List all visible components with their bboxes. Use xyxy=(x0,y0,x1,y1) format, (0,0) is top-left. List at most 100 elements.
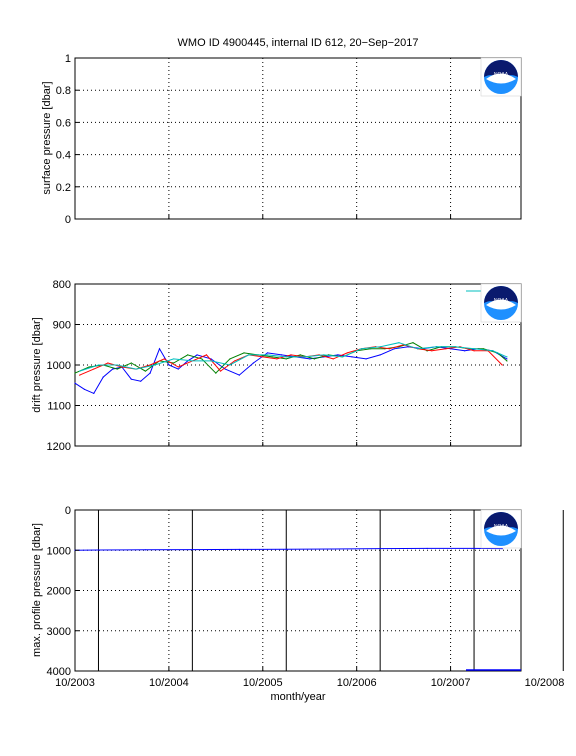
y-tick-label: 0.8 xyxy=(56,85,71,97)
data-point xyxy=(473,350,475,352)
y-tick-label: 3000 xyxy=(47,626,71,638)
data-point xyxy=(342,356,344,358)
data-point xyxy=(172,362,175,364)
series-line-3 xyxy=(79,342,508,372)
y-axis-label: max. profile pressure [dbar] xyxy=(31,523,43,657)
data-point xyxy=(506,360,508,362)
data-point xyxy=(97,549,100,551)
data-point xyxy=(187,354,189,356)
data-point xyxy=(163,358,165,360)
data-point xyxy=(266,354,269,356)
panel-frame xyxy=(74,509,522,672)
data-point xyxy=(102,376,104,378)
data-point xyxy=(88,366,90,368)
x-tick-label: 10/2004 xyxy=(149,677,189,689)
data-point xyxy=(116,364,118,366)
data-point xyxy=(473,547,475,550)
data-point xyxy=(201,358,203,360)
panel-frame xyxy=(74,57,522,220)
data-point xyxy=(172,358,175,360)
y-tick-label: 1000 xyxy=(47,545,71,557)
y-tick-label: 0.6 xyxy=(56,117,71,129)
y-tick-label: 4000 xyxy=(47,666,71,678)
data-point xyxy=(177,366,179,368)
data-point xyxy=(431,350,433,352)
y-tick-label: 0 xyxy=(65,505,71,517)
data-point xyxy=(107,362,109,364)
noaa-logo-1: NOAA xyxy=(480,57,522,97)
y-tick-label: 900 xyxy=(53,320,71,332)
data-point xyxy=(97,364,100,366)
data-point xyxy=(337,354,339,356)
data-point xyxy=(248,354,250,356)
data-point xyxy=(276,358,278,360)
data-point xyxy=(111,368,114,370)
data-point xyxy=(464,350,466,352)
data-point xyxy=(215,372,217,374)
logo-text: NOAA xyxy=(494,72,509,78)
y-tick-label: 0.4 xyxy=(56,150,71,162)
data-point xyxy=(234,360,236,362)
data-point xyxy=(135,368,137,370)
drift-pressure-panel: 800 900 1000 1100 1200 drift pressure [dbar] xyxy=(31,279,522,453)
logo-text: NOAA xyxy=(494,524,509,530)
data-point xyxy=(323,354,325,356)
y-axis-label: surface pressure [dbar] xyxy=(41,81,53,194)
data-point xyxy=(224,368,226,370)
x-ticks: 10/2003 10/2004 10/2005 10/2006 10/2007 10/20… xyxy=(55,667,564,689)
data-point xyxy=(285,356,287,358)
logo-text: NOAA xyxy=(494,298,509,304)
x-tick-label: 10/2006 xyxy=(337,677,377,689)
data-point xyxy=(379,354,381,356)
data-point xyxy=(93,392,95,394)
data-point xyxy=(144,370,147,372)
data-point xyxy=(177,368,179,370)
data-point xyxy=(379,548,381,550)
data-point xyxy=(205,354,208,356)
data-point xyxy=(168,364,170,366)
data-point xyxy=(130,378,132,380)
data-point xyxy=(252,362,254,364)
data-point xyxy=(266,352,269,354)
data-point xyxy=(506,358,508,360)
data-point xyxy=(280,354,283,356)
data-point xyxy=(412,342,414,344)
data-point xyxy=(445,348,447,350)
data-point xyxy=(351,356,353,358)
data-point xyxy=(482,348,485,350)
data-point xyxy=(229,364,231,366)
data-point xyxy=(243,352,245,354)
data-point xyxy=(140,380,142,382)
data-point xyxy=(219,370,222,372)
data-point xyxy=(426,547,428,550)
data-point xyxy=(360,348,362,350)
data-point xyxy=(149,372,151,374)
data-point xyxy=(501,548,503,550)
data-point xyxy=(196,354,198,356)
data-point xyxy=(313,358,316,360)
x-axis-label: month/year xyxy=(270,691,325,703)
data-point xyxy=(210,360,212,362)
data-point xyxy=(290,354,292,356)
data-point xyxy=(121,366,123,368)
data-point xyxy=(398,342,400,344)
x-tick-label: 10/2005 xyxy=(243,677,283,689)
data-point xyxy=(154,364,156,366)
y-tick-label: 2000 xyxy=(47,586,71,598)
data-point xyxy=(309,358,311,360)
data-point xyxy=(299,354,301,356)
y-ticks: 0 1000 2000 3000 4000 xyxy=(47,505,79,678)
data-point xyxy=(501,364,503,366)
x-tick-label: 10/2003 xyxy=(55,677,95,689)
noaa-logo-2: NOAA xyxy=(480,283,522,323)
x-tick-label: 10/2007 xyxy=(431,677,471,689)
figure-title: WMO ID 4900445, internal ID 612, 20−Sep−… xyxy=(178,37,419,49)
y-tick-label: 1 xyxy=(65,53,71,65)
data-point xyxy=(83,388,85,390)
data-point xyxy=(332,548,334,550)
y-ticks: 800 900 1000 1100 1200 xyxy=(47,279,79,453)
data-point xyxy=(238,374,240,376)
data-point xyxy=(365,358,367,360)
data-point xyxy=(370,348,372,350)
